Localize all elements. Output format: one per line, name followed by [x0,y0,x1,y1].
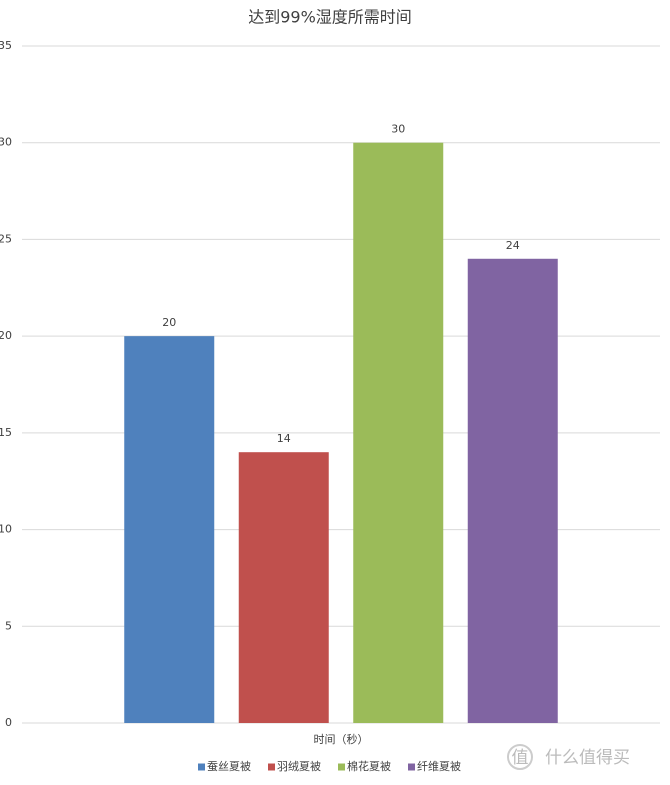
y-tick-label: 5 [5,619,12,632]
y-tick-label: 10 [0,523,12,536]
legend-label: 蚕丝夏被 [207,760,251,773]
bar [238,452,329,723]
legend-swatch [268,763,275,771]
bar [467,258,558,723]
svg-text:值: 值 [512,748,529,768]
legend-swatch [338,763,345,771]
y-tick-label: 20 [0,329,12,342]
y-tick-label: 30 [0,136,12,149]
watermark: 什么值得买 [545,748,630,768]
legend-label: 纤维夏被 [417,760,461,773]
y-tick-label: 35 [0,39,12,52]
watermark-logo: 值 [507,744,533,770]
chart-title: 达到99%湿度所需时间 [248,8,412,27]
bar [124,336,215,723]
x-tick-label: 时间（秒） [314,732,369,746]
legend-swatch [408,763,415,771]
y-tick-label: 15 [0,426,12,439]
data-label: 20 [162,316,176,329]
y-tick-label: 0 [5,716,12,729]
data-label: 14 [277,432,291,445]
legend-swatch [198,763,205,771]
legend-label: 羽绒夏被 [277,760,321,773]
data-label: 30 [391,123,405,136]
data-label: 24 [506,239,520,252]
y-tick-label: 25 [0,232,12,245]
legend-label: 棉花夏被 [347,759,391,773]
bar [353,142,444,723]
